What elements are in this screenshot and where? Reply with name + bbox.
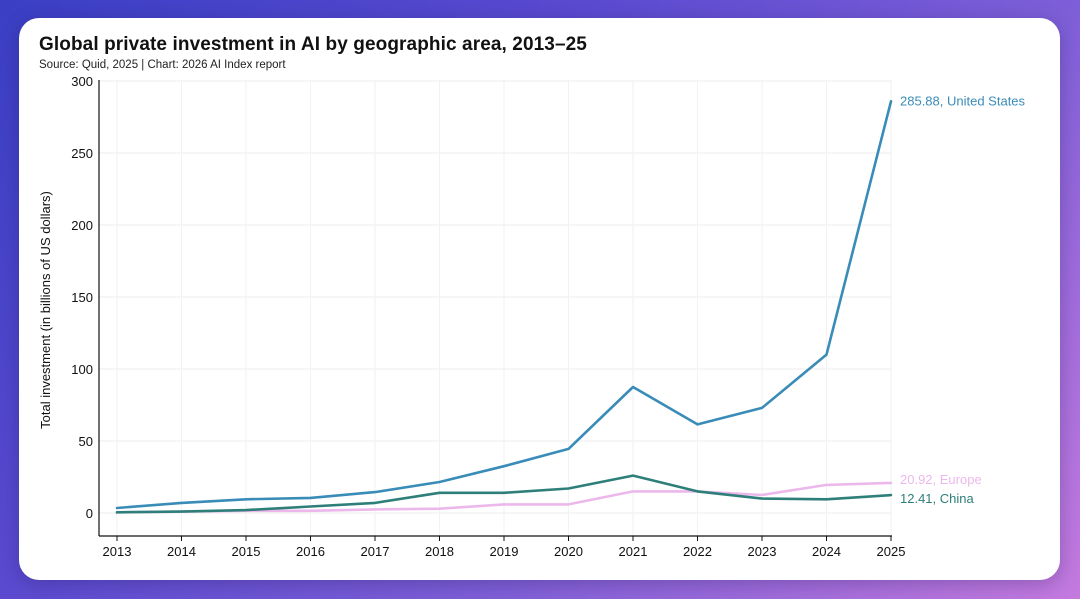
chart-title: Global private investment in AI by geogr… xyxy=(39,34,587,55)
y-tick-label-200: 200 xyxy=(71,218,93,233)
x-tick-label-2014: 2014 xyxy=(167,544,196,559)
y-tick-label-0: 0 xyxy=(86,506,93,521)
x-tick-label-2015: 2015 xyxy=(232,544,261,559)
end-label-united-states: 285.88, United States xyxy=(900,93,1026,108)
x-tick-label-2016: 2016 xyxy=(296,544,325,559)
line-chart: 0 50 100 150 200 250 300 2013 2014 2015 2016 2017 20… xyxy=(38,74,1026,559)
axes: 0 50 100 150 200 250 300 2013 2014 2015 2016 2017 20… xyxy=(71,74,905,559)
y-tick-label-50: 50 xyxy=(79,434,93,449)
y-axis-title: Total investment (in billions of US doll… xyxy=(38,191,53,429)
y-tick-label-150: 150 xyxy=(71,290,93,305)
x-tick-label-2024: 2024 xyxy=(812,544,841,559)
chart-card: Global private investment in AI by geogr… xyxy=(19,18,1060,580)
x-tick-label-2021: 2021 xyxy=(619,544,648,559)
x-tick-label-2022: 2022 xyxy=(683,544,712,559)
chart-subtitle: Source: Quid, 2025 | Chart: 2026 AI Inde… xyxy=(39,59,286,71)
x-tick-label-2017: 2017 xyxy=(361,544,390,559)
series-lines xyxy=(115,100,893,514)
end-label-europe: 20.92, Europe xyxy=(900,472,982,487)
series-end-labels: 285.88, United States 20.92, Europe 12.41,… xyxy=(900,93,1026,506)
x-tick-label-2019: 2019 xyxy=(490,544,519,559)
y-tick-label-100: 100 xyxy=(71,362,93,377)
x-tick-label-2013: 2013 xyxy=(103,544,132,559)
gridlines xyxy=(99,80,892,536)
x-tick-label-2025: 2025 xyxy=(877,544,906,559)
y-tick-label-300: 300 xyxy=(71,74,93,89)
end-label-china: 12.41, China xyxy=(900,491,974,506)
y-tick-label-250: 250 xyxy=(71,146,93,161)
x-tick-label-2020: 2020 xyxy=(554,544,583,559)
x-tick-label-2018: 2018 xyxy=(425,544,454,559)
x-tick-label-2023: 2023 xyxy=(748,544,777,559)
